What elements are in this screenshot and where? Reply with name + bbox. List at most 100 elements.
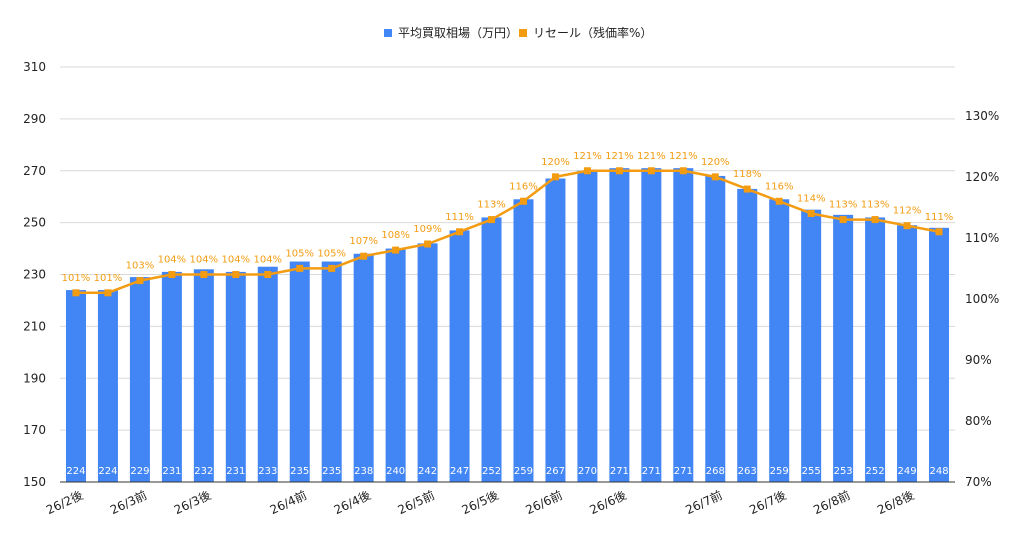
y-left-tick-label: 290	[23, 112, 46, 126]
line-value-label: 121%	[573, 151, 602, 162]
bar-value-label: 238	[354, 466, 373, 477]
x-tick-label: 26/8後	[875, 488, 916, 517]
line-value-label: 121%	[605, 151, 634, 162]
line-value-label: 103%	[126, 261, 155, 272]
line-point	[296, 264, 304, 272]
line-value-label: 104%	[253, 255, 282, 266]
line-point	[424, 240, 432, 248]
line-point	[360, 252, 368, 260]
bar-value-label: 270	[578, 466, 597, 477]
line-value-label: 121%	[637, 151, 666, 162]
bar-value-label: 242	[418, 466, 437, 477]
legend-swatch-bar	[384, 29, 392, 37]
y-left-tick-label: 190	[23, 371, 46, 385]
bar	[897, 225, 918, 482]
line-series	[72, 167, 943, 297]
bar	[289, 261, 310, 482]
x-tick-label: 26/5前	[395, 487, 437, 517]
bar	[545, 178, 566, 482]
x-tick-label: 26/8前	[811, 487, 853, 517]
line-point	[871, 216, 879, 224]
x-tick-label: 26/7前	[683, 487, 725, 517]
line-point	[935, 228, 943, 236]
bar	[833, 214, 854, 482]
line-value-label: 116%	[509, 181, 538, 192]
y-right-tick-label: 70%	[965, 475, 992, 489]
y-right-tick-label: 90%	[965, 353, 992, 367]
y-right-tick-label: 100%	[965, 292, 999, 306]
line-point	[456, 228, 464, 236]
line-value-label: 113%	[477, 200, 506, 211]
bar	[513, 199, 534, 482]
y-left-tick-label: 270	[23, 164, 46, 178]
bar-value-label: 224	[98, 466, 117, 477]
y-right-tick-label: 110%	[965, 231, 999, 245]
bar-value-label: 235	[322, 466, 341, 477]
y-left-tick-label: 310	[23, 60, 46, 74]
line-point	[392, 246, 400, 254]
line-value-label: 107%	[349, 236, 378, 247]
line-value-label: 101%	[94, 273, 123, 284]
bar-value-label: 249	[898, 466, 917, 477]
line-value-label: 111%	[925, 212, 954, 223]
y-right-tick-label: 120%	[965, 170, 999, 184]
bar-value-label: 267	[546, 466, 565, 477]
bar-value-label: 263	[738, 466, 757, 477]
line-value-label: 116%	[765, 181, 794, 192]
line-point	[775, 197, 783, 205]
bar	[225, 271, 246, 482]
bar-value-label: 240	[386, 466, 405, 477]
line-point	[264, 271, 272, 278]
bar-value-label: 231	[226, 466, 245, 477]
line-point	[711, 173, 719, 181]
bar	[449, 230, 470, 482]
bar	[417, 243, 438, 482]
line-point	[519, 197, 527, 205]
bar	[161, 271, 182, 482]
bar	[481, 217, 502, 482]
bar	[193, 269, 214, 482]
bar-value-label: 259	[770, 466, 789, 477]
line-point	[200, 271, 208, 278]
y-left-tick-label: 150	[23, 475, 46, 489]
line-value-label: 105%	[285, 248, 314, 259]
bar-value-label: 252	[866, 466, 885, 477]
x-tick-label: 26/2後	[44, 488, 85, 517]
line-value-label: 114%	[797, 193, 826, 204]
series-line	[75, 169, 940, 295]
bar-value-label: 233	[258, 466, 277, 477]
bar	[385, 248, 406, 482]
line-value-label: 113%	[861, 200, 890, 211]
line-value-label: 120%	[541, 157, 570, 168]
bar	[673, 168, 694, 482]
line-value-label: 118%	[733, 169, 762, 180]
bar	[865, 217, 886, 482]
line-value-label: 101%	[62, 273, 91, 284]
line-point	[168, 271, 176, 278]
line-value-label: 104%	[158, 255, 187, 266]
bar	[769, 199, 790, 482]
bar-value-label: 253	[834, 466, 853, 477]
line-point	[551, 173, 559, 181]
x-tick-label: 26/3後	[172, 488, 213, 517]
bar	[321, 261, 342, 482]
bar-value-label: 229	[130, 466, 149, 477]
legend: 平均買取相場（万円） リセール（残価率%）	[384, 25, 652, 40]
bar	[929, 227, 950, 482]
line-point	[136, 277, 144, 285]
bar-value-label: 259	[514, 466, 533, 477]
line-value-label: 113%	[829, 200, 858, 211]
bar	[257, 266, 278, 482]
x-tick-label: 26/7後	[747, 488, 788, 517]
line-point	[232, 271, 240, 278]
y-left-tick-label: 170	[23, 423, 46, 437]
bar	[577, 170, 598, 482]
legend-label-line: リセール（残価率%）	[533, 25, 652, 40]
x-tick-label: 26/3前	[108, 487, 150, 517]
bar-value-label: 224	[66, 466, 85, 477]
line-point	[488, 216, 496, 224]
line-value-label: 109%	[413, 224, 442, 235]
y-right-tick-label: 80%	[965, 414, 992, 428]
